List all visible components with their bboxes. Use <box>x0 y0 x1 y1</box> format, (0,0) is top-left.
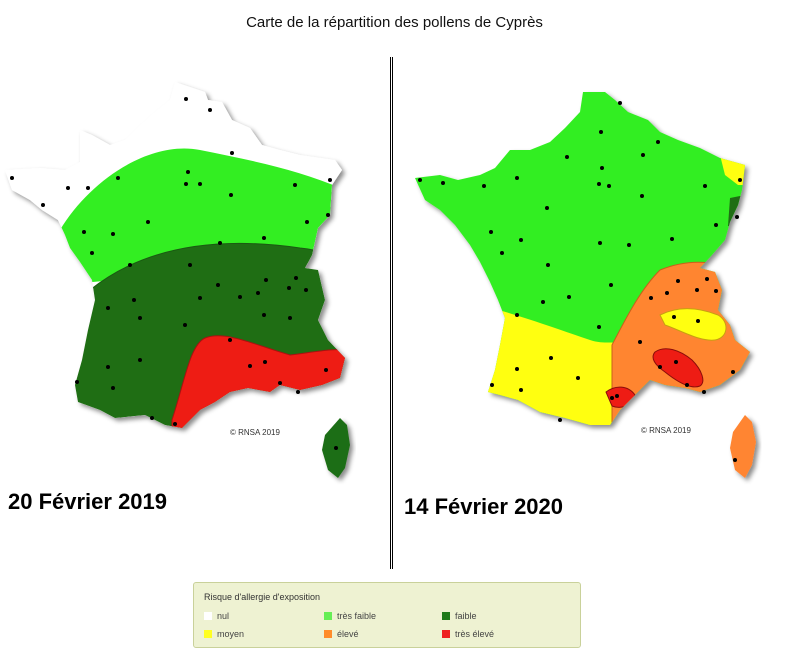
legend-label: moyen <box>217 629 245 639</box>
legend-label: très élevé <box>455 629 495 639</box>
legend-title: Risque d'allergie d'exposition <box>204 592 321 602</box>
legend-label: nul <box>217 611 230 621</box>
legend-swatch <box>324 612 332 620</box>
legend-item-nul: nul <box>204 611 229 621</box>
stations-2020 <box>418 101 742 462</box>
legend-item-tres-eleve: très élevé <box>442 629 494 639</box>
corsica-2020 <box>730 415 756 478</box>
copyright-2020: © RNSA 2019 <box>641 426 691 435</box>
legend-swatch <box>442 630 450 638</box>
zone-moyen-2020-ne <box>720 155 750 185</box>
zone-faible-2020-ne <box>728 195 745 228</box>
legend-item-faible: faible <box>442 611 477 621</box>
legend-swatch <box>442 612 450 620</box>
map-2020 <box>415 92 756 478</box>
legend-item-tres-faible: très faible <box>324 611 376 621</box>
legend-swatch <box>324 630 332 638</box>
legend-label: très faible <box>337 611 377 621</box>
map-2019 <box>5 82 350 478</box>
stations-2019 <box>10 97 338 450</box>
legend: Risque d'allergie d'exposition nul très … <box>193 582 581 648</box>
date-label-2019: 20 Février 2019 <box>8 489 168 514</box>
zone-moyen-2020-sw <box>480 305 640 425</box>
legend-item-moyen: moyen <box>204 629 244 639</box>
legend-swatch <box>204 612 212 620</box>
zone-moyen-2020-se <box>659 308 727 341</box>
copyright-2019: © RNSA 2019 <box>230 428 280 437</box>
vertical-divider <box>390 57 393 569</box>
date-label-2020: 14 Février 2020 <box>404 494 564 519</box>
legend-label: faible <box>455 611 477 621</box>
page-title: Carte de la répartition des pollens de C… <box>246 14 543 31</box>
legend-label: élevé <box>337 629 359 639</box>
zone-tres-eleve-2019 <box>171 335 345 428</box>
legend-item-eleve: élevé <box>324 629 359 639</box>
zone-tres-eleve-2020-se <box>652 348 704 388</box>
legend-swatch <box>204 630 212 638</box>
